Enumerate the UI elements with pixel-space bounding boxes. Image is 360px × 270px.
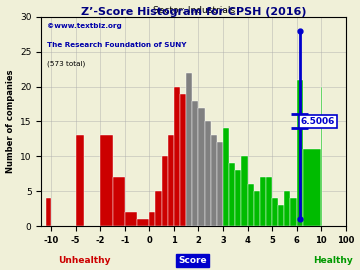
Bar <box>198 107 204 226</box>
Bar <box>217 143 223 226</box>
Bar <box>284 191 291 226</box>
Bar <box>242 156 248 226</box>
Bar <box>137 219 149 226</box>
Bar <box>235 170 242 226</box>
Bar <box>156 191 162 226</box>
Bar <box>76 136 84 226</box>
Bar <box>278 205 284 226</box>
Text: Unhealthy: Unhealthy <box>58 256 110 265</box>
Text: Sector: Industrials: Sector: Industrials <box>153 6 235 15</box>
Bar <box>186 73 192 226</box>
Bar <box>46 198 51 226</box>
Bar <box>266 177 272 226</box>
Bar <box>180 93 186 226</box>
Y-axis label: Number of companies: Number of companies <box>5 70 14 173</box>
Bar <box>113 177 125 226</box>
Bar <box>211 136 217 226</box>
Bar <box>291 198 297 226</box>
Bar <box>192 100 198 226</box>
Bar <box>162 156 168 226</box>
Bar <box>248 184 254 226</box>
Text: Healthy: Healthy <box>314 256 353 265</box>
Text: The Research Foundation of SUNY: The Research Foundation of SUNY <box>48 42 187 48</box>
Bar <box>260 177 266 226</box>
Bar <box>254 191 260 226</box>
Title: Z’-Score Histogram for CPSH (2016): Z’-Score Histogram for CPSH (2016) <box>81 7 307 17</box>
Bar <box>223 129 229 226</box>
Bar <box>168 136 174 226</box>
Text: (573 total): (573 total) <box>48 61 86 67</box>
Bar <box>125 212 137 226</box>
Bar <box>272 198 278 226</box>
Bar <box>149 212 156 226</box>
Bar <box>174 87 180 226</box>
Bar <box>100 136 113 226</box>
Bar <box>321 87 322 226</box>
Text: Score: Score <box>178 256 207 265</box>
Bar <box>297 80 303 226</box>
Bar <box>303 150 321 226</box>
Text: 6.5006: 6.5006 <box>301 117 335 126</box>
Bar <box>204 122 211 226</box>
Text: ©www.textbiz.org: ©www.textbiz.org <box>48 23 122 29</box>
Bar <box>229 163 235 226</box>
